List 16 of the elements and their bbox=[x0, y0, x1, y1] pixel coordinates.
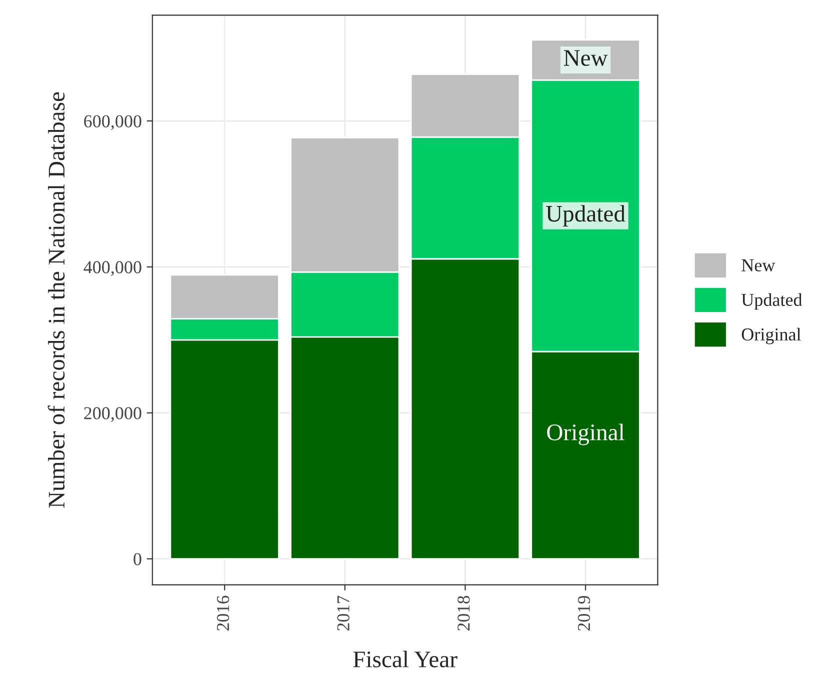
x-tick-label: 2017 bbox=[337, 596, 350, 631]
x-axis-title: Fiscal Year bbox=[353, 650, 458, 668]
legend-label: Updated bbox=[741, 293, 802, 310]
annotation: Updated bbox=[546, 205, 626, 227]
y-axis-title: Number of records in the National Database bbox=[48, 92, 65, 508]
x-tick-label: 2019 bbox=[578, 596, 590, 631]
annotation: New bbox=[564, 50, 608, 66]
annotation: Original bbox=[547, 424, 624, 446]
y-tick-label: 600,000 bbox=[84, 115, 142, 130]
legend-label: New bbox=[742, 259, 776, 272]
x-tick-label: 2018 bbox=[458, 596, 470, 631]
y-tick-label: 200,000 bbox=[84, 407, 142, 422]
legend-label: Original bbox=[742, 328, 801, 344]
x-tick-label: 2016 bbox=[216, 596, 230, 631]
y-tick-label: 400,000 bbox=[84, 261, 142, 276]
y-tick-label: 0 bbox=[134, 553, 142, 566]
